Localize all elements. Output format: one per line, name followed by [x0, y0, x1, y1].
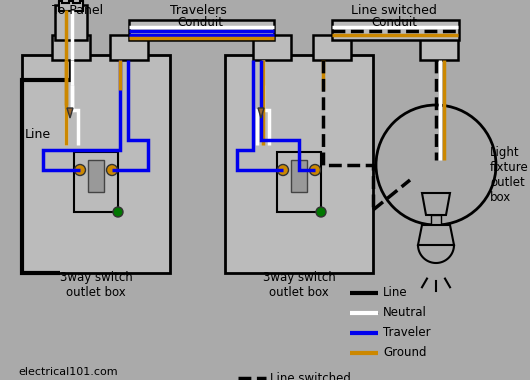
Bar — [431, 215, 441, 225]
Text: Line: Line — [383, 287, 408, 299]
Polygon shape — [258, 108, 264, 118]
Bar — [277, 152, 321, 212]
Text: Conduit: Conduit — [371, 16, 417, 28]
Text: 3way switch
outlet box: 3way switch outlet box — [59, 271, 132, 299]
Polygon shape — [418, 225, 454, 245]
Text: Conduit: Conduit — [177, 16, 223, 28]
Text: 3way switch
outlet box: 3way switch outlet box — [263, 271, 335, 299]
Text: Neutral: Neutral — [383, 307, 427, 320]
Bar — [129, 20, 274, 40]
Text: Line switched: Line switched — [351, 3, 437, 16]
Text: Traveler: Traveler — [383, 326, 430, 339]
Bar — [73, 0, 79, 4]
Bar — [332, 20, 459, 40]
Circle shape — [278, 165, 288, 176]
Text: Light
fixture
outlet
box: Light fixture outlet box — [490, 146, 529, 204]
Bar — [62, 0, 69, 3]
Circle shape — [310, 165, 321, 176]
Circle shape — [107, 165, 118, 176]
Text: Travelers: Travelers — [170, 3, 226, 16]
Polygon shape — [67, 108, 73, 118]
Bar — [420, 35, 458, 60]
Text: Line: Line — [25, 128, 51, 141]
Bar — [52, 35, 90, 60]
Bar — [63, 0, 69, 4]
Bar — [313, 35, 351, 60]
Text: Line switched: Line switched — [270, 372, 351, 380]
Bar — [59, 1, 83, 11]
Bar — [110, 35, 148, 60]
Bar — [74, 152, 118, 212]
Circle shape — [75, 165, 85, 176]
Bar — [59, 2, 83, 10]
Bar — [225, 55, 373, 273]
Circle shape — [376, 105, 496, 225]
Text: electrical101.com: electrical101.com — [18, 367, 118, 377]
Bar — [73, 0, 80, 3]
Text: Ground: Ground — [383, 347, 427, 359]
Bar — [88, 160, 104, 192]
Bar — [22, 55, 170, 273]
Circle shape — [113, 207, 123, 217]
Bar — [253, 35, 291, 60]
Bar — [291, 160, 307, 192]
Circle shape — [316, 207, 326, 217]
Text: To Panel: To Panel — [52, 3, 103, 16]
Polygon shape — [422, 193, 450, 215]
Bar — [55, 5, 87, 40]
